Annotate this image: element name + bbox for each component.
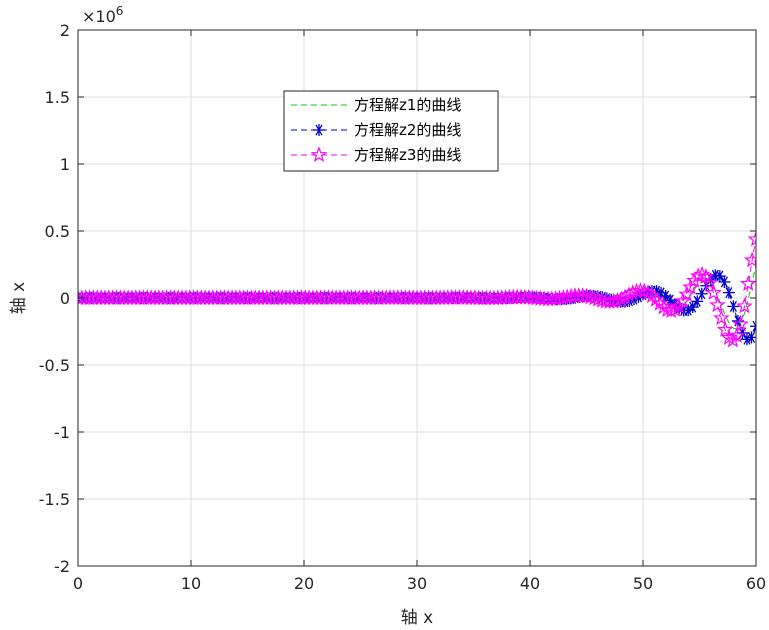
data-point-asterisk: [745, 331, 756, 344]
data-point-star: [647, 290, 665, 307]
data-point-asterisk: [691, 295, 704, 308]
x-tick-label: 20: [294, 574, 314, 593]
x-tick-labels: 0 10 20 30 40 50 60: [73, 574, 766, 593]
data-point-star: [739, 275, 756, 291]
y-tick-label: -2: [54, 557, 70, 576]
data-point-star: [736, 297, 753, 314]
data-point-star: [713, 309, 730, 326]
x-tick-label: 0: [73, 574, 83, 593]
data-point-asterisk: [718, 275, 731, 288]
data-point-star: [674, 292, 692, 309]
data-point-asterisk: [722, 286, 735, 299]
data-point-star: [666, 301, 684, 317]
y-tick-label: -0.5: [39, 356, 70, 375]
exponent-label: ×106: [82, 4, 123, 26]
series-line: [78, 239, 756, 341]
y-tick-label: -1: [54, 423, 70, 442]
data-point-star: [705, 284, 722, 300]
data-point-star: [732, 315, 749, 332]
tick-marks: [77, 29, 757, 567]
data-point-star: [701, 274, 719, 291]
legend-item: 方程解z1的曲线: [291, 96, 461, 114]
y-tick-label: 1.5: [45, 88, 70, 107]
data-point-asterisk: [686, 301, 699, 314]
y-tick-label: 1: [60, 155, 70, 174]
y-tick-label: 0: [60, 289, 70, 308]
x-axis-label: 轴 x: [401, 608, 433, 628]
data-point-star: [724, 331, 742, 348]
data-point-star: [643, 287, 661, 304]
data-point-star: [686, 272, 703, 288]
data-point-star: [310, 146, 328, 163]
x-tick-label: 30: [407, 574, 427, 593]
legend-item: 方程解z3的曲线: [291, 146, 461, 164]
x-tick-label: 50: [633, 574, 653, 593]
data-point-star: [678, 285, 695, 302]
x-tick-label: 60: [746, 574, 766, 593]
data-point-asterisk: [727, 300, 740, 313]
plot-area: [78, 230, 756, 348]
y-tick-label: 0.5: [45, 222, 70, 241]
data-point-star: [743, 251, 756, 268]
data-point-star: [747, 230, 756, 247]
series-3: [78, 230, 756, 348]
data-point-star: [697, 268, 715, 284]
y-axis-label: 轴 x: [9, 282, 29, 314]
legend-label: 方程解z3的曲线: [354, 146, 461, 164]
data-point-asterisk: [313, 124, 325, 136]
data-point-star: [709, 296, 726, 313]
data-point-star: [728, 327, 746, 343]
legend-label: 方程解z2的曲线: [354, 121, 461, 139]
legend-item: 方程解z2的曲线: [291, 121, 461, 139]
y-tick-label: 2: [60, 21, 70, 40]
y-tick-label: -1.5: [39, 490, 70, 509]
data-point-asterisk: [695, 287, 708, 300]
x-tick-label: 40: [520, 574, 540, 593]
data-point-star: [651, 294, 669, 311]
x-tick-label: 10: [181, 574, 201, 593]
legend-label: 方程解z1的曲线: [354, 96, 461, 114]
y-tick-labels: -2 -1.5 -1 -0.5 0 0.5 1 1.5 2: [39, 21, 70, 576]
data-point-asterisk: [750, 320, 756, 333]
data-point-star: [716, 321, 734, 337]
